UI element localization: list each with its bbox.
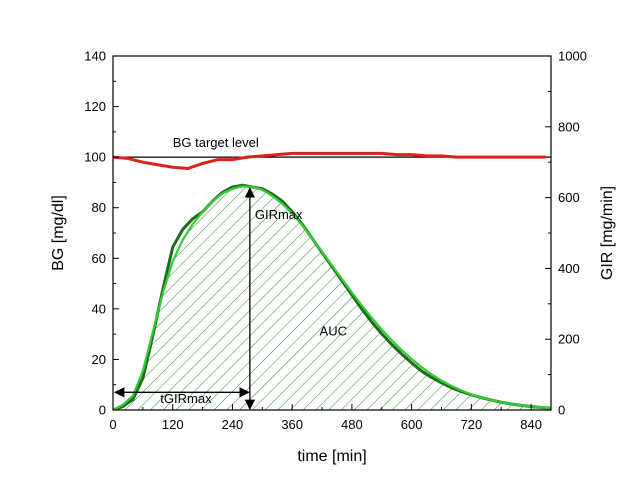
y-tick-label-right: 800: [558, 119, 580, 134]
x-axis-title: time [min]: [297, 448, 366, 465]
gir-max-label: GIRmax: [255, 207, 303, 222]
y-tick-label-left: 20: [92, 352, 106, 367]
y-tick-label-left: 0: [99, 403, 106, 418]
y-axis-title-left: BG [mg/dl]: [50, 195, 67, 271]
tgir-max-label: tGIRmax: [160, 391, 212, 406]
x-tick-label: 840: [520, 417, 542, 432]
y-tick-label-left: 120: [84, 99, 106, 114]
x-tick-label: 120: [162, 417, 184, 432]
y-axis-title-right: GIR [mg/min]: [599, 186, 616, 280]
bg-series-line: [113, 151, 547, 171]
bg-target-label: BG target level: [173, 135, 259, 150]
y-tick-label-right: 400: [558, 261, 580, 276]
y-tick-label-right: 1000: [558, 49, 587, 64]
x-tick-label: 360: [281, 417, 303, 432]
y-tick-label-left: 100: [84, 150, 106, 165]
auc-label: AUC: [320, 324, 347, 339]
y-tick-label-left: 80: [92, 200, 106, 215]
x-tick-label: 720: [461, 417, 483, 432]
y-tick-label-right: 200: [558, 332, 580, 347]
y-tick-label-right: 600: [558, 190, 580, 205]
y-tick-label-left: 60: [92, 251, 106, 266]
x-tick-label: 240: [222, 417, 244, 432]
y-tick-label-right: 0: [558, 403, 565, 418]
x-tick-label: 600: [401, 417, 423, 432]
x-tick-label: 480: [341, 417, 363, 432]
y-tick-label-left: 40: [92, 301, 106, 316]
y-tick-label-left: 140: [84, 49, 106, 64]
auc-area: [113, 186, 551, 410]
x-tick-label: 0: [109, 417, 116, 432]
